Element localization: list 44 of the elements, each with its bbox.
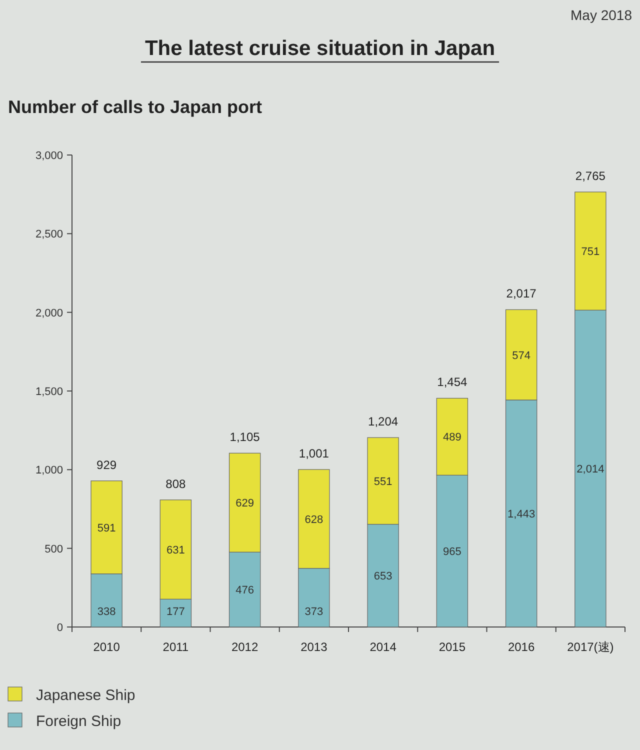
x-tick-label: 2014: [370, 640, 397, 654]
chart-subtitle: Number of calls to Japan port: [8, 97, 262, 117]
y-tick-label: 0: [56, 622, 63, 634]
x-tick-label: 2017(速): [567, 640, 614, 654]
chart-title: The latest cruise situation in Japan: [144, 37, 496, 60]
data-label: 489: [443, 432, 462, 444]
data-label: 629: [236, 498, 254, 510]
total-label: 808: [166, 476, 186, 491]
data-label: 965: [443, 546, 462, 558]
data-label: 476: [236, 584, 254, 597]
x-tick-label: 2013: [300, 640, 328, 654]
total-label: 929: [96, 458, 117, 472]
y-tick-label: 1,000: [35, 464, 63, 477]
data-label: 373: [304, 606, 324, 618]
data-label: 2,014: [576, 464, 604, 476]
y-tick-label: 2,500: [35, 228, 63, 241]
total-label: 2,017: [506, 286, 537, 301]
text: May 2018: [570, 7, 632, 23]
data-label: 574: [512, 350, 530, 362]
x-tick-label: 2011: [162, 640, 189, 654]
total-label: 1,001: [298, 446, 330, 461]
y-tick-label: 3,000: [35, 150, 63, 162]
x-tick-label: 2015: [438, 640, 466, 654]
y-tick-label: 1,500: [35, 386, 63, 398]
legend-label: Foreign Ship: [36, 713, 122, 730]
data-label: 751: [581, 246, 600, 258]
data-label: 653: [374, 570, 392, 583]
data-label: 628: [304, 514, 324, 526]
x-tick-label: 2010: [93, 640, 120, 654]
data-label: 1,443: [508, 508, 536, 520]
y-tick-label: 500: [44, 543, 63, 556]
x-tick-label: 2016: [508, 640, 535, 654]
total-label: 1,105: [230, 430, 260, 444]
total-label: 1,454: [437, 375, 468, 390]
data-label: 591: [97, 522, 116, 534]
y-tick-label: 2,000: [35, 307, 63, 320]
data-label: 551: [374, 476, 392, 488]
x-tick-label: 2012: [231, 640, 258, 654]
total-label: 1,204: [368, 414, 398, 429]
data-label: 338: [97, 606, 116, 618]
total-label: 2,765: [575, 168, 606, 183]
data-label: 631: [166, 544, 185, 557]
legend-label: Japanese Ship: [36, 687, 136, 704]
data-label: 177: [166, 606, 185, 618]
